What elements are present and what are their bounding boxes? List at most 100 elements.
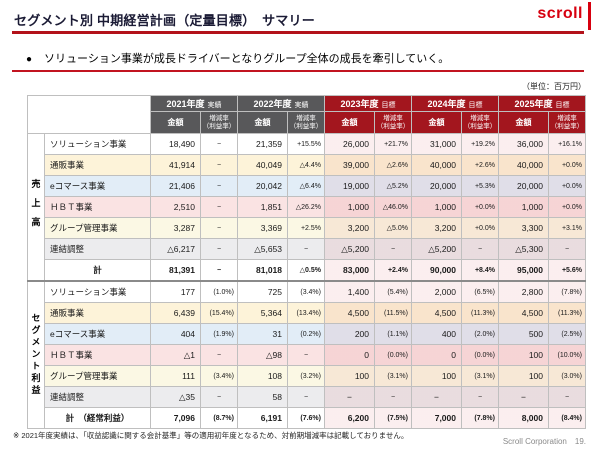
rate-cell: +5.3% [461, 175, 499, 197]
table-row: 連結調整 △35−58− − − − − − − [27, 386, 586, 408]
rate-cell: (0.0%) [374, 344, 412, 366]
amount-cell: 5,364 [237, 302, 288, 324]
rate-cell: (3.0%) [548, 365, 586, 387]
amount-cell: 3,200 [411, 217, 462, 239]
amount-cell: △5,200 [411, 238, 462, 260]
amount-cell: △5,200 [324, 238, 375, 260]
amount-cell: 100 [411, 365, 462, 387]
rate-cell: △46.0% [374, 196, 412, 218]
table-row: 計 （経常利益） 7,096 (8.7%) 6,191 (7.6%) 6,200 (7.5%… [27, 407, 586, 429]
rate-cell: (3.4%) [200, 365, 238, 387]
rate-cell: +5.6% [548, 259, 586, 282]
amount-cell: 1,851 [237, 196, 288, 218]
amount-cell: 4,500 [411, 302, 462, 324]
page-title: セグメント別 中期経営計画（定量目標） サマリー [14, 13, 315, 28]
rate-cell: (15.4%) [200, 302, 238, 324]
rate-cell: +0.0% [548, 175, 586, 197]
rate-cell: − [461, 238, 499, 260]
bullet-icon: ● [26, 54, 33, 65]
rate-cell: (2.0%) [461, 323, 499, 345]
table-row: ＨＢＴ事業 2,510−1,851 △26.2% 1,000 △46.0% 1,000 +0… [27, 196, 586, 218]
amount-cell: 200 [324, 323, 375, 345]
rate-cell: − [548, 386, 586, 408]
rate-cell: (0.0%) [461, 344, 499, 366]
amount-cell: 404 [150, 323, 201, 345]
section-vertical-label: セグメント利益 [27, 280, 45, 429]
page-footer: Scroll Corporation 19. [503, 437, 586, 446]
amount-cell: 6,439 [150, 302, 201, 324]
amount-cell: 19,000 [324, 175, 375, 197]
rate-cell: − [287, 344, 325, 366]
rate-column-header: 増減率 （利益率） [287, 111, 325, 134]
rate-column-header: 増減率 （利益率） [461, 111, 499, 134]
rate-cell: +2.4% [374, 259, 412, 282]
rate-cell: − [287, 238, 325, 260]
amount-cell: − [411, 386, 462, 408]
amount-cell: 21,406 [150, 175, 201, 197]
amount-cell: 2,000 [411, 280, 462, 303]
rate-column-header: 増減率 （利益率） [200, 111, 238, 134]
amount-column-header: 金額 [411, 111, 462, 134]
amount-cell: △5,653 [237, 238, 288, 260]
rate-cell: +3.1% [548, 217, 586, 239]
rate-cell: (7.8%) [461, 407, 499, 429]
key-message-text: ソリューション事業が成長ドライバーとなりグループ全体の成長を牽引していく。 [44, 53, 450, 65]
rate-cell: (11.3%) [548, 302, 586, 324]
rate-cell: +0.0% [461, 196, 499, 218]
table-row: eコマース事業 404 (1.9%) 31 (0.2%) 200 (1.1%) 400 (2.0… [27, 323, 586, 345]
amount-cell: 108 [237, 365, 288, 387]
row-label: eコマース事業 [44, 175, 151, 197]
amount-cell: 39,000 [324, 154, 375, 176]
amount-cell: 1,000 [498, 196, 549, 218]
row-label: ソリューション事業 [44, 133, 151, 155]
rate-cell: +0.0% [461, 217, 499, 239]
rate-cell: − [200, 133, 238, 155]
rate-cell: △5.0% [374, 217, 412, 239]
row-label: グループ管理事業 [44, 217, 151, 239]
amount-cell: 2,800 [498, 280, 549, 303]
amount-cell: 40,049 [237, 154, 288, 176]
rate-cell: (3.1%) [374, 365, 412, 387]
amount-column-header: 金額 [150, 111, 201, 134]
table-row: ＨＢＴ事業 △1− △98−0 (0.0%) 0 (0.0%) 100 (10.0%) [27, 344, 586, 366]
rate-cell: − [200, 196, 238, 218]
rate-cell: △0.5% [287, 259, 325, 282]
amount-cell: 31,000 [411, 133, 462, 155]
amount-cell: 21,359 [237, 133, 288, 155]
table-row: セグメント利益 ソリューション事業 177 (1.0%) 725 (3.4%) 1,400(… [27, 280, 586, 429]
rate-cell: △6.4% [287, 175, 325, 197]
rate-cell: △5.2% [374, 175, 412, 197]
rate-cell: − [548, 238, 586, 260]
table-corner-cell [27, 95, 151, 134]
amount-cell: 0 [411, 344, 462, 366]
table-row: 通販事業 41,914−40,049 △4.4% 39,000 △2.6% 40,000 +… [27, 154, 586, 176]
rate-cell: (7.6%) [287, 407, 325, 429]
rate-cell: (13.4%) [287, 302, 325, 324]
page-number: 19. [574, 437, 586, 446]
amount-cell: 2,510 [150, 196, 201, 218]
logo-accent-bar [588, 2, 591, 30]
amount-cell: 1,400 [324, 280, 375, 303]
amount-cell: 4,500 [498, 302, 549, 324]
rate-cell: − [200, 154, 238, 176]
amount-cell: 500 [498, 323, 549, 345]
amount-cell: 8,000 [498, 407, 549, 429]
rate-cell: (0.2%) [287, 323, 325, 345]
rate-column-header: 増減率 （利益率） [548, 111, 586, 134]
amount-cell: − [498, 386, 549, 408]
amount-cell: − [324, 386, 375, 408]
table-row: 連結調整 △6,217− △5,653− △5,200− △5,200− △5,300− [27, 238, 586, 260]
rate-cell: +16.1% [548, 133, 586, 155]
content-divider [12, 70, 584, 72]
rate-cell: − [200, 175, 238, 197]
rate-cell: (3.2%) [287, 365, 325, 387]
year-header: 2022年度 実績 [237, 95, 325, 112]
amount-cell: △5,300 [498, 238, 549, 260]
row-label: 通販事業 [44, 302, 151, 324]
amount-cell: 20,000 [498, 175, 549, 197]
rate-cell: − [374, 386, 412, 408]
section-vertical-label: 売上高 [27, 133, 45, 282]
unit-note: （単位：百万円） [522, 82, 586, 91]
title-underline [12, 31, 584, 34]
